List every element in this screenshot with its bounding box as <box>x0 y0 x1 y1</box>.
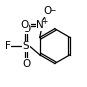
Text: +: + <box>42 17 48 26</box>
Text: O: O <box>44 6 52 16</box>
Text: O: O <box>22 59 30 68</box>
Text: O: O <box>20 20 28 30</box>
Text: −: − <box>49 6 56 15</box>
Text: S: S <box>23 41 29 51</box>
Text: O: O <box>22 24 30 34</box>
Text: N: N <box>36 20 44 30</box>
Text: F: F <box>5 41 11 51</box>
